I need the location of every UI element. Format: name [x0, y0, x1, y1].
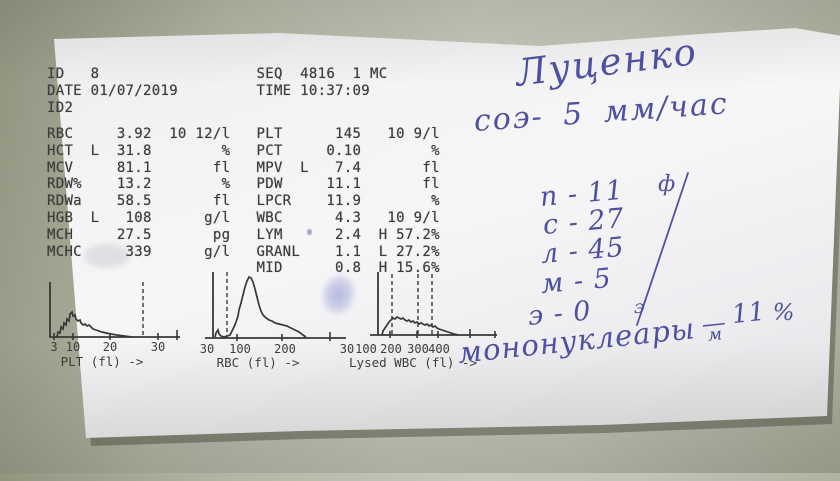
wbc-distribution-curve — [381, 315, 459, 336]
wbc-axis-caption: Lysed WBC (fl) -> — [349, 355, 477, 370]
printout-line-id2: ID2 — [47, 99, 74, 116]
gray-smear — [84, 244, 130, 268]
wbc-discriminator-lines — [391, 274, 433, 335]
plt-axis — [49, 282, 180, 338]
printout-row-hct-pct: HCT L 31.8 % PCT 0.10 % — [47, 142, 440, 159]
plt-tick-label: 10 — [66, 340, 80, 354]
printout-line-date-time: DATE 01/07/2019 TIME 10:37:09 — [47, 82, 370, 99]
wbc-tick-label: 300 — [407, 342, 429, 356]
printout-row-mcv-mpv: MCV 81.1 fl MPV L 7.4 fl — [47, 159, 440, 176]
printout-row-mch-lym: MCH 27.5 pg LYM 2.4 H 57.2% — [47, 226, 440, 243]
rbc-axis-ticks — [236, 332, 331, 341]
plt-histogram: 3 10 20 30 PLT (fl) -> — [49, 282, 180, 369]
plt-tick-label: 3 — [50, 340, 57, 354]
printout-row-mid: MID 0.8 H 15.6% — [47, 260, 440, 277]
hw-slash-top-letter: ф — [658, 172, 676, 197]
wbc-histogram: 30 100 200 300 400 Lysed WBC (fl) -> — [340, 272, 497, 370]
hw-mononuclears-unit: % — [771, 299, 795, 327]
wbc-axis — [370, 272, 497, 336]
hw-dash-sub-letter: м — [706, 324, 724, 346]
wbc-tick-label: 100 — [355, 342, 377, 356]
hw-slash-bottom-letter: э — [634, 296, 645, 318]
printout-row-rbc-plt: RBC 3.92 10 12/l PLT 145 10 9/l — [47, 126, 440, 142]
hw-mononuclears-value: 11 — [730, 296, 767, 331]
rbc-distribution-curve — [214, 275, 307, 338]
rbc-axis — [205, 272, 346, 339]
ink-dot — [307, 229, 312, 235]
rbc-histogram: 30 100 200 RBC (fl) -> — [200, 272, 346, 370]
printout-header: ID 8 SEQ 4816 1 MC DATE 01/07/2019 TIME … — [47, 66, 387, 116]
plt-axis-caption: PLT (fl) -> — [61, 354, 144, 369]
hw-mononuclears-dash: — м — [700, 308, 727, 346]
wbc-tick-label: 200 — [380, 342, 402, 356]
wbc-tick-label: 400 — [428, 342, 450, 356]
printout-row-rdw-pdw: RDW% 13.2 % PDW 11.1 fl — [47, 176, 440, 193]
rbc-tick-label: 30 — [200, 342, 214, 356]
printout-row-mchc-granl: MCHC 339 g/l GRANL 1.1 L 27.2% — [47, 243, 440, 260]
printout-line-id-seq: ID 8 SEQ 4816 1 MC — [47, 66, 388, 82]
printout-row-rdwa-lpcr: RDWa 58.5 fl LPCR 11.9 % — [47, 193, 440, 210]
rbc-axis-caption: RBC (fl) -> — [217, 355, 300, 370]
plt-tick-label: 20 — [103, 340, 117, 354]
rbc-tick-label: 100 — [229, 342, 251, 356]
plt-axis-ticks — [53, 330, 178, 340]
hw-slash-line — [636, 172, 689, 326]
wbc-axis-ticks — [389, 329, 496, 338]
plt-tick-label: 30 — [151, 340, 165, 354]
plt-distribution-curve — [56, 310, 133, 338]
printout-values: RBC 3.92 10 12/l PLT 145 10 9/l HCT L 31… — [47, 126, 440, 277]
wbc-tick-label: 30 — [340, 342, 354, 356]
printout-row-hgb-wbc: HGB L 108 g/l WBC 4.3 10 9/l — [47, 209, 440, 226]
rbc-tick-label: 200 — [274, 342, 296, 356]
